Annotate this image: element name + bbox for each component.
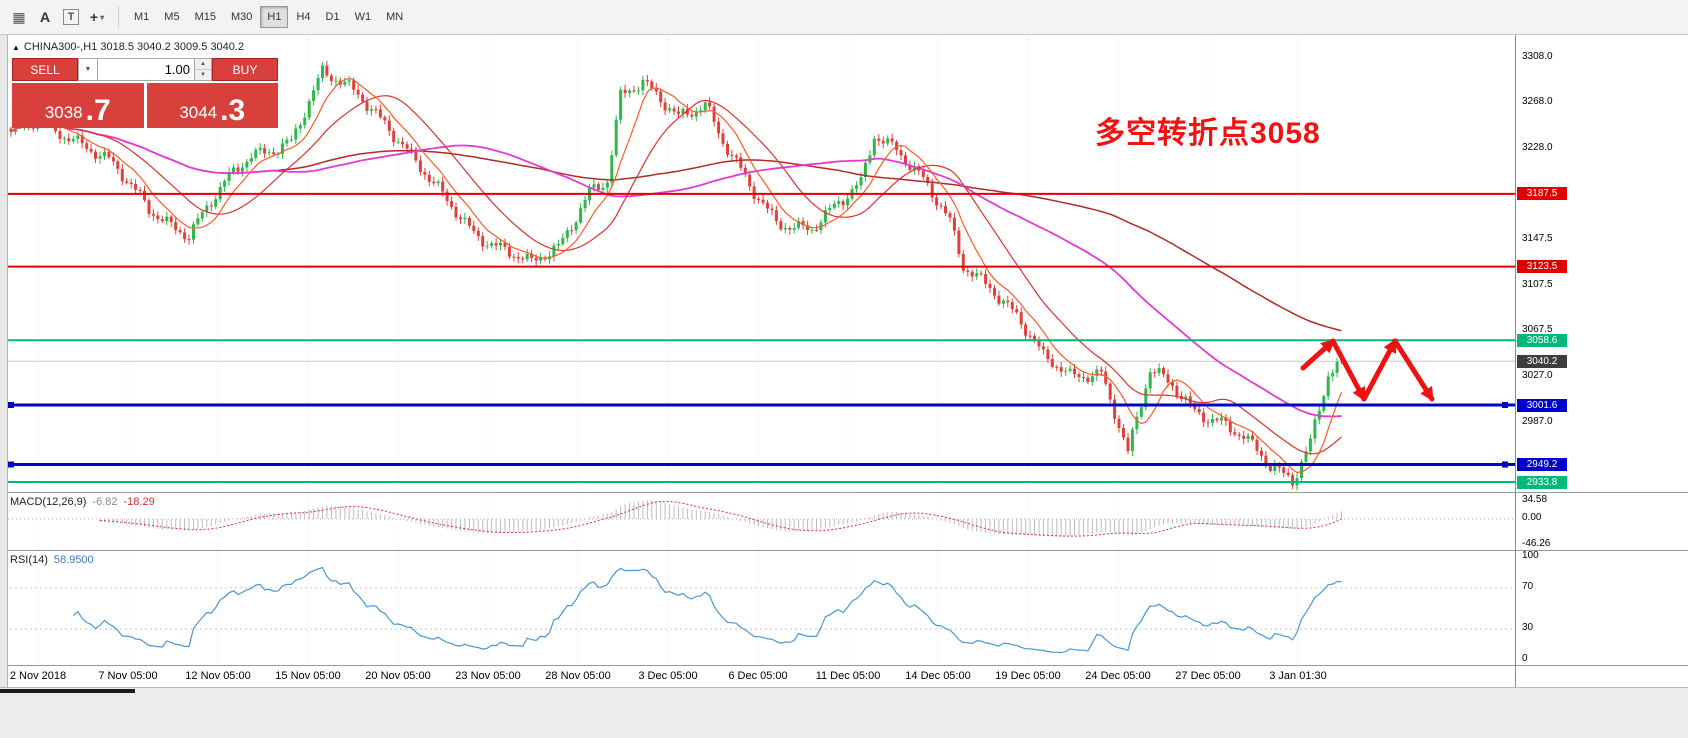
dropdown-caret-icon: ▾ <box>100 12 105 22</box>
macd-canvas[interactable] <box>0 493 1515 550</box>
sell-button[interactable]: SELL <box>12 58 78 81</box>
price-level-label-3040.2: 3040.2 <box>1517 355 1567 368</box>
ask-pips: .3 <box>220 93 246 127</box>
time-axis-label: 3 Jan 01:30 <box>1269 670 1327 682</box>
bid-big-figure: 3038 <box>44 103 83 123</box>
macd-signal-value: -18.29 <box>123 496 155 508</box>
bid-ask-display: 3038.7 3044.3 <box>12 83 278 128</box>
timeframe-button-MN[interactable]: MN <box>386 11 404 23</box>
scrollbar-thumb[interactable] <box>0 689 135 693</box>
crosshair-tool-icon[interactable]: + ▾ <box>84 5 110 29</box>
timeframe-button-H4[interactable]: H4 <box>296 11 311 23</box>
one-click-trading-panel: SELL ▼ ▲▼ BUY 3038.7 3044.3 <box>12 58 278 128</box>
timeframe-button-M5[interactable]: M5 <box>164 11 180 23</box>
macd-axis-tick: 0.00 <box>1522 512 1542 523</box>
price-level-label-3058.6: 3058.6 <box>1517 334 1567 347</box>
price-axis-tick: 3308.0 <box>1522 51 1553 62</box>
price-axis-tick: 2987.0 <box>1522 416 1553 427</box>
macd-value: -6.82 <box>92 496 118 508</box>
rsi-axis-tick: 0 <box>1522 653 1528 664</box>
candlestick-chart-canvas[interactable] <box>0 35 1515 492</box>
time-axis-label: 11 Dec 05:00 <box>815 670 881 682</box>
volume-dropdown[interactable]: ▼ <box>78 58 98 81</box>
toolbar-separator <box>118 6 119 28</box>
rsi-canvas[interactable] <box>0 551 1515 665</box>
text-annotation-icon[interactable]: A <box>39 9 51 25</box>
time-axis-label: 12 Nov 05:00 <box>185 670 251 682</box>
rsi-value: 58.9500 <box>53 554 94 566</box>
time-axis-label: 19 Dec 05:00 <box>995 670 1061 682</box>
time-axis-label: 3 Dec 05:00 <box>638 670 698 682</box>
timeframe-button-group: M1 M5 M15 M30 H1 H4 D1 W1 MN <box>127 6 410 28</box>
time-axis-label: 23 Nov 05:00 <box>455 670 521 682</box>
time-axis-label: 14 Dec 05:00 <box>905 670 971 682</box>
stepper-down-icon[interactable]: ▼ <box>200 72 206 78</box>
timeframe-button-M15[interactable]: M15 <box>194 11 216 23</box>
chart-toolbar: ▦ A T + ▾ M1 M5 M15 M30 H1 H4 D1 W1 MN <box>0 0 1688 35</box>
price-axis-tick: 3027.0 <box>1522 370 1553 381</box>
rsi-indicator-panel[interactable]: RSI(14) 58.9500 <box>0 550 1688 665</box>
time-axis-label: 20 Nov 05:00 <box>365 670 431 682</box>
macd-label: MACD(12,26,9) -6.82 -18.29 <box>10 496 155 508</box>
collapse-triangle-icon[interactable]: ▲ <box>12 43 20 52</box>
price-axis-tick: 3228.0 <box>1522 142 1553 153</box>
price-level-label-3187.5: 3187.5 <box>1517 187 1567 200</box>
rsi-axis-tick: 100 <box>1522 550 1539 561</box>
stepper-up-icon[interactable]: ▲ <box>195 59 211 70</box>
left-frame <box>0 35 8 687</box>
time-axis-label: 7 Nov 05:00 <box>98 670 158 682</box>
timeframe-button-H1[interactable]: H1 <box>260 6 289 28</box>
order-entry-row: SELL ▼ ▲▼ BUY <box>12 58 278 81</box>
price-axis[interactable]: 3308.0 3268.0 3228.0 3147.5 3107.5 3067.5 3027… <box>1515 35 1688 687</box>
price-axis-tick: 3147.5 <box>1522 233 1553 244</box>
price-axis-tick: 3067.5 <box>1522 324 1553 335</box>
bottom-scrollbar[interactable] <box>0 687 1688 738</box>
bid-price[interactable]: 3038.7 <box>12 83 144 128</box>
price-level-label-3001.6: 3001.6 <box>1517 399 1567 412</box>
volume-stepper[interactable]: ▲ ▼ <box>195 58 212 81</box>
symbol-ohlc-text: CHINA300-,H1 3018.5 3040.2 3009.5 3040.2 <box>23 41 245 53</box>
timeframe-button-W1[interactable]: W1 <box>354 11 372 23</box>
time-axis[interactable]: 2 Nov 2018 7 Nov 05:00 12 Nov 05:00 15 Nov … <box>0 665 1688 687</box>
rsi-label: RSI(14) 58.9500 <box>10 554 94 566</box>
text-label-glyph: T <box>63 9 79 25</box>
price-level-label-2933.8: 2933.8 <box>1517 476 1567 489</box>
rsi-name: RSI(14) <box>10 554 48 566</box>
volume-input[interactable] <box>98 58 195 81</box>
price-level-label-2949.2: 2949.2 <box>1517 458 1567 471</box>
timeframe-button-M1[interactable]: M1 <box>134 11 150 23</box>
rsi-axis-tick: 70 <box>1522 581 1534 592</box>
symbol-header: ▲ CHINA300-,H1 3018.5 3040.2 3009.5 3040.… <box>12 41 244 53</box>
bid-pips: .7 <box>85 93 111 127</box>
time-axis-label: 6 Dec 05:00 <box>728 670 788 682</box>
time-axis-label: 15 Nov 05:00 <box>275 670 341 682</box>
macd-axis-tick: 34.58 <box>1522 494 1548 505</box>
crosshair-glyph: + <box>89 9 99 25</box>
rsi-axis-tick: 30 <box>1522 622 1534 633</box>
time-axis-label: 24 Dec 05:00 <box>1085 670 1151 682</box>
main-chart-panel[interactable]: ▲ CHINA300-,H1 3018.5 3040.2 3009.5 3040.… <box>0 35 1688 492</box>
macd-name: MACD(12,26,9) <box>10 496 87 508</box>
ask-price[interactable]: 3044.3 <box>146 83 278 128</box>
ask-big-figure: 3044 <box>179 103 218 123</box>
price-axis-tick: 3107.5 <box>1522 279 1553 290</box>
chart-annotation-text: 多空转折点3058 <box>1095 117 1321 150</box>
time-axis-label: 2 Nov 2018 <box>9 670 67 682</box>
text-label-icon[interactable]: T <box>58 5 84 29</box>
time-axis-label: 28 Nov 05:00 <box>545 670 611 682</box>
buy-button[interactable]: BUY <box>212 58 278 81</box>
price-axis-tick: 3268.0 <box>1522 96 1553 107</box>
macd-indicator-panel[interactable]: MACD(12,26,9) -6.82 -18.29 <box>0 492 1688 550</box>
time-axis-label: 27 Dec 05:00 <box>1175 670 1241 682</box>
price-level-label-3123.5: 3123.5 <box>1517 260 1567 273</box>
tick-chart-icon[interactable]: ▦ <box>12 8 26 25</box>
macd-axis-tick: -46.26 <box>1522 538 1551 549</box>
timeframe-button-D1[interactable]: D1 <box>325 11 340 23</box>
timeframe-button-M30[interactable]: M30 <box>230 11 253 23</box>
